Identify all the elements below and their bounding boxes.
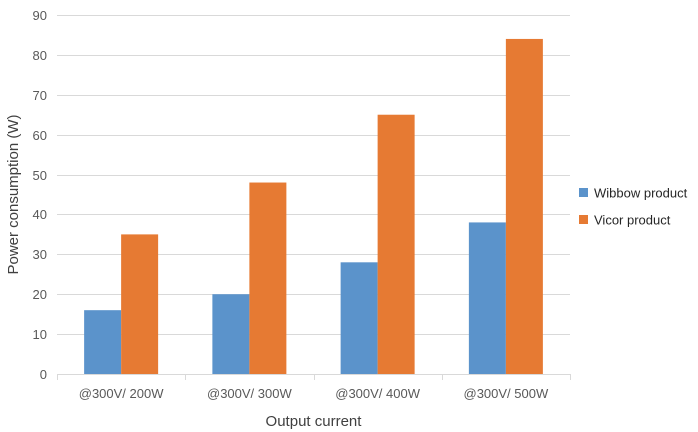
y-axis-title: Power consumption (W) bbox=[5, 114, 22, 274]
legend-swatch bbox=[579, 188, 588, 197]
y-axis-tick-labels: 0 10 20 30 40 50 60 70 80 90 bbox=[33, 8, 47, 382]
y-tick-label: 0 bbox=[40, 367, 47, 382]
y-tick-label: 60 bbox=[33, 128, 47, 143]
legend: Wibbow product Vicor product bbox=[579, 186, 688, 228]
y-tick-label: 80 bbox=[33, 48, 47, 63]
y-tick-label: 40 bbox=[33, 207, 47, 222]
bar-wibbow-product bbox=[340, 262, 378, 374]
y-tick-label: 20 bbox=[33, 287, 47, 302]
y-tick-label: 50 bbox=[33, 168, 47, 183]
legend-swatch bbox=[579, 215, 588, 224]
y-tick-label: 30 bbox=[33, 247, 47, 262]
x-axis-tick-labels: @300V/ 200W @300V/ 300W @300V/ 400W @300V/ … bbox=[79, 386, 549, 401]
x-axis-title: Output current bbox=[266, 413, 363, 430]
x-tick-label: @300V/ 400W bbox=[335, 386, 420, 401]
x-axis bbox=[57, 374, 571, 380]
y-tick-label: 70 bbox=[33, 88, 47, 103]
bar-wibbow-product bbox=[468, 222, 506, 374]
legend-label: Wibbow product bbox=[594, 186, 688, 201]
x-tick-label: @300V/ 300W bbox=[207, 386, 292, 401]
bar-vicor-product bbox=[249, 182, 287, 374]
y-tick-label: 90 bbox=[33, 8, 47, 23]
bar-wibbow-product bbox=[212, 294, 250, 374]
y-tick-label: 10 bbox=[33, 327, 47, 342]
bars bbox=[84, 38, 543, 374]
bar-vicor-product bbox=[505, 38, 543, 374]
bar-vicor-product bbox=[121, 234, 159, 374]
x-tick-label: @300V/ 200W bbox=[79, 386, 164, 401]
bar-vicor-product bbox=[377, 114, 415, 374]
x-tick-label: @300V/ 500W bbox=[464, 386, 549, 401]
bar-wibbow-product bbox=[84, 310, 122, 374]
legend-label: Vicor product bbox=[594, 213, 671, 228]
